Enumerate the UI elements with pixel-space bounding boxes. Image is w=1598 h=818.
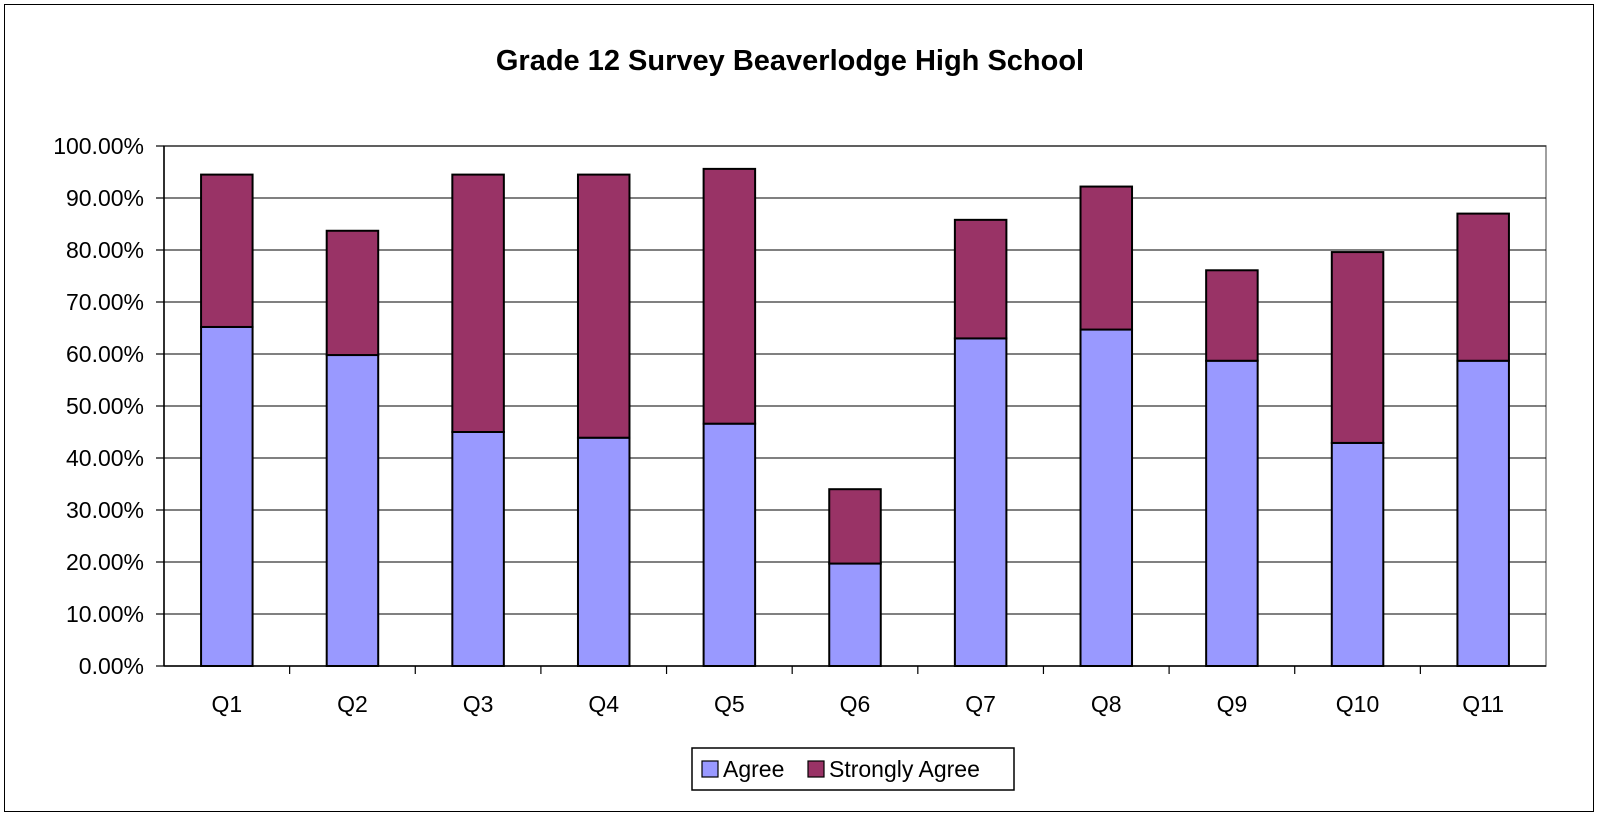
- chart-title: Grade 12 Survey Beaverlodge High School: [496, 45, 1084, 77]
- bar-strongly-agree-q9: [1205, 269, 1259, 362]
- bar-agree-q10: [1330, 441, 1385, 668]
- bar-agree-q7: [953, 337, 1008, 667]
- legend-label-strongly-agree: Strongly Agree: [829, 756, 980, 782]
- x-tick-label: Q7: [965, 691, 996, 717]
- x-tick-label: Q9: [1217, 691, 1248, 717]
- bar-strongly-agree-q2: [325, 229, 380, 357]
- bar-agree-q5: [702, 422, 757, 667]
- y-tick-label: 80.00%: [66, 237, 144, 263]
- legend: Agree Strongly Agree: [691, 747, 1015, 791]
- bar-agree-q9: [1205, 359, 1259, 667]
- bar-strongly-agree-q1: [200, 173, 254, 328]
- x-tick-label: Q4: [588, 691, 619, 717]
- bar-strongly-agree-q7: [953, 218, 1008, 340]
- x-tick-label: Q1: [211, 691, 242, 717]
- y-tick-label: 70.00%: [66, 289, 144, 315]
- y-tick-label: 90.00%: [66, 185, 144, 211]
- x-tick-label: Q6: [840, 691, 871, 717]
- y-tick-label: 100.00%: [53, 133, 144, 159]
- bar-strongly-agree-q11: [1456, 212, 1510, 362]
- legend-box: [691, 747, 1015, 791]
- y-tick-label: 10.00%: [66, 601, 144, 627]
- bar-agree-q2: [325, 354, 380, 667]
- bar-strongly-agree-q3: [451, 173, 505, 433]
- bar-agree-q8: [1079, 328, 1134, 667]
- legend-swatch-agree: [701, 760, 719, 778]
- bar-strongly-agree-q8: [1079, 185, 1134, 331]
- y-tick-label: 20.00%: [66, 549, 144, 575]
- x-tick-label: Q11: [1462, 691, 1504, 717]
- bar-agree-q4: [576, 436, 631, 667]
- x-tick-label: Q8: [1091, 691, 1122, 717]
- y-tick-label: 30.00%: [66, 497, 144, 523]
- bar-strongly-agree-q10: [1330, 251, 1385, 444]
- x-tick-label: Q3: [463, 691, 494, 717]
- legend-label-agree: Agree: [723, 756, 784, 782]
- y-tick-label: 0.00%: [79, 653, 144, 679]
- x-tick-label: Q5: [714, 691, 745, 717]
- bar-agree-q1: [200, 325, 254, 667]
- bar-strongly-agree-q4: [576, 173, 631, 439]
- bar-agree-q3: [451, 431, 505, 667]
- y-tick-label: 50.00%: [66, 393, 144, 419]
- bar-agree-q11: [1456, 359, 1510, 667]
- y-tick-label: 40.00%: [66, 445, 144, 471]
- legend-swatch-strongly-agree: [807, 760, 825, 778]
- bar-strongly-agree-q5: [702, 167, 757, 425]
- x-tick-label: Q2: [337, 691, 368, 717]
- plot-area: 0.00% 10.00% 20.00% 30.00% 40.00% 50.00% 60.00…: [53, 133, 1547, 717]
- bar-strongly-agree-q6: [828, 488, 882, 565]
- bar-agree-q6: [828, 562, 882, 667]
- x-tick-label: Q10: [1336, 691, 1379, 717]
- y-tick-label: 60.00%: [66, 341, 144, 367]
